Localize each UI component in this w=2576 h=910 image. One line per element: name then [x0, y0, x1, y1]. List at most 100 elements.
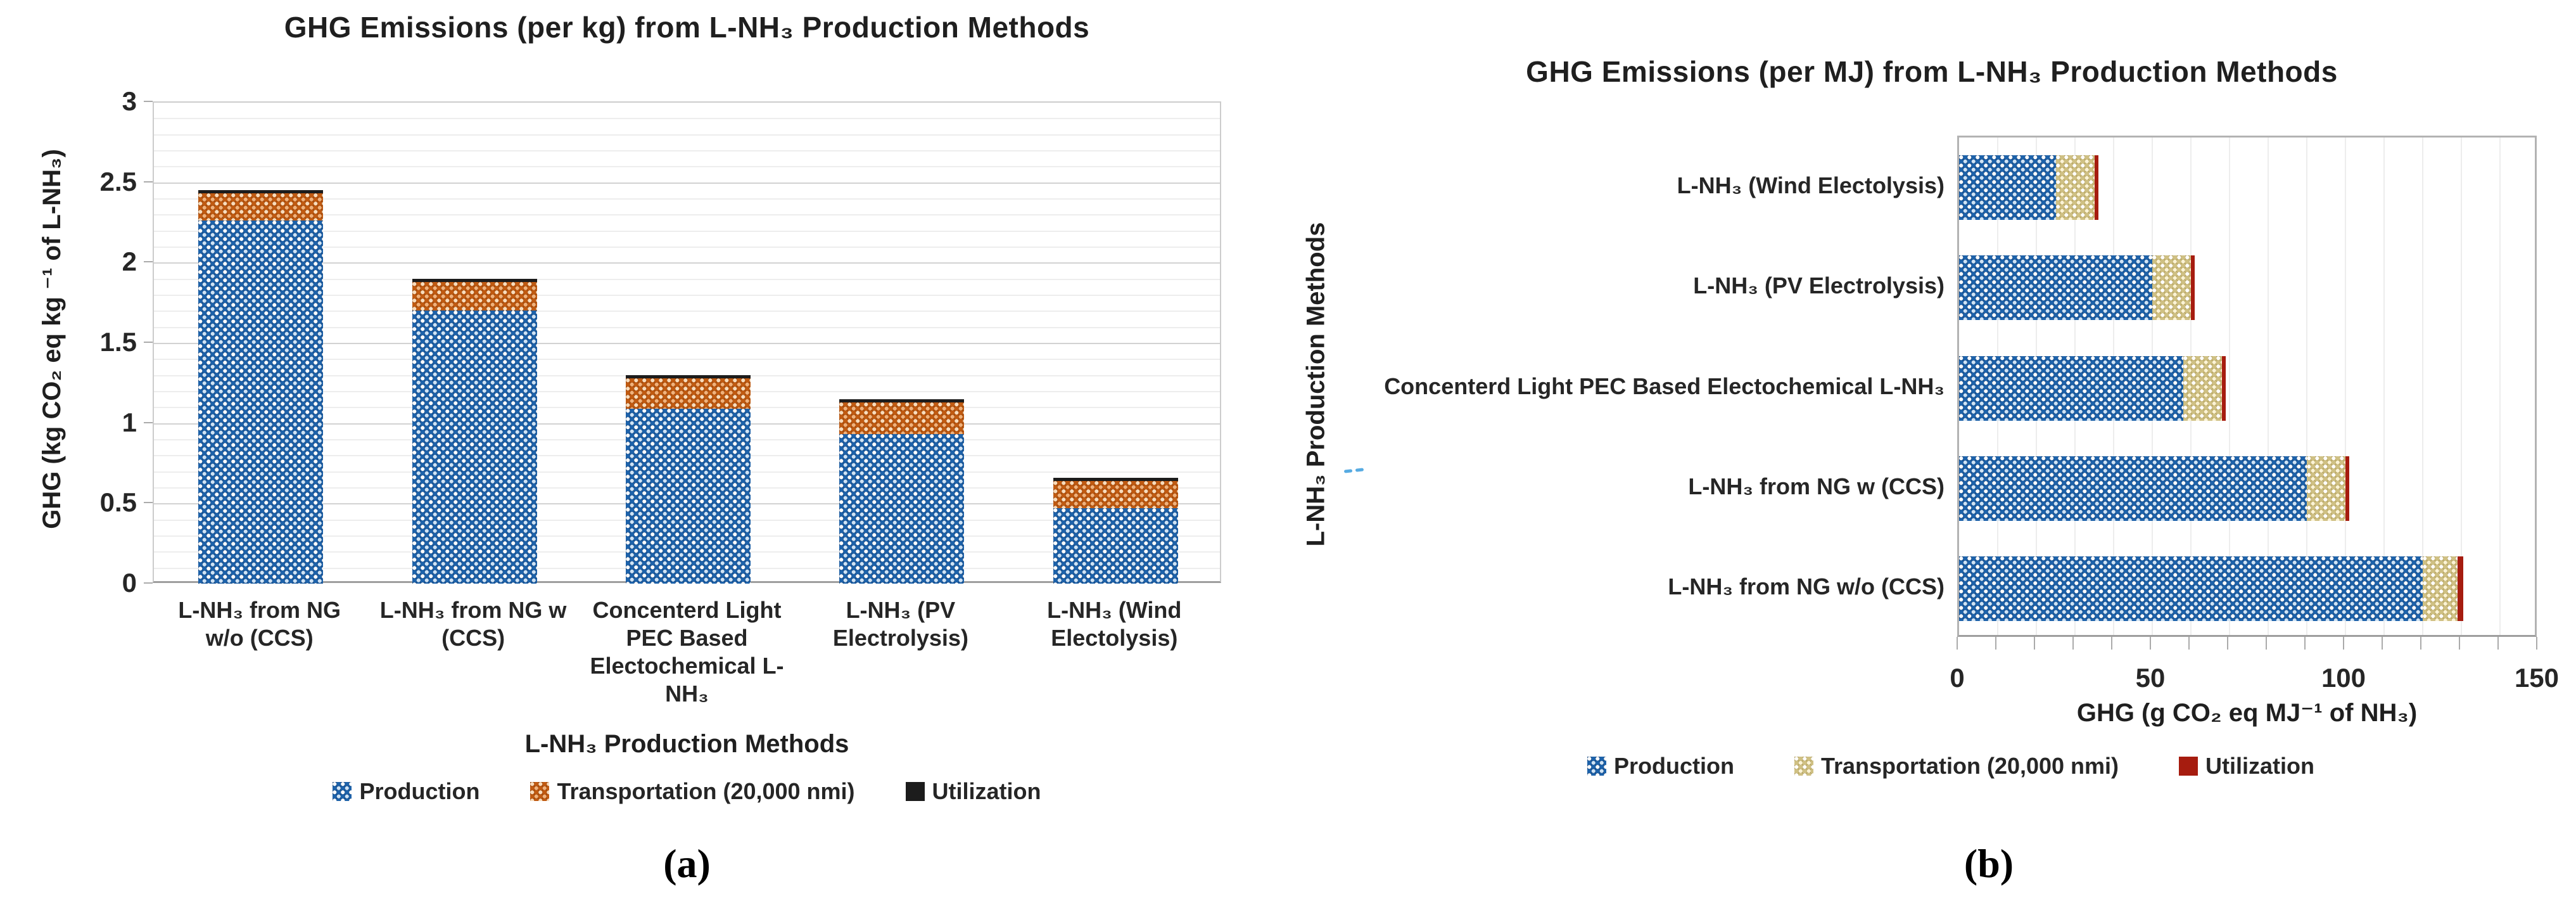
y-tick-label: 1.5 — [99, 327, 137, 357]
category-label: L-NH₃ (PV Electrolysis) — [1693, 272, 1945, 299]
chart-a-legend: Production Transportation (20,000 nmi) Uti… — [153, 778, 1221, 805]
gridline-minor — [154, 295, 1220, 296]
x-tick-label: 100 — [2321, 663, 2366, 693]
bar-segment-transportation — [2183, 356, 2222, 421]
legend-item: Transportation (20,000 nmi) — [530, 778, 855, 805]
bar-segment-production — [1959, 356, 2183, 421]
x-axis-tick — [2227, 637, 2228, 650]
category-label: L-NH₃ from NG w (CCS) — [379, 597, 567, 651]
category-label: L-NH₃ (Wind Electolysis) — [1047, 597, 1182, 651]
bar-segment-production — [412, 311, 537, 584]
x-axis-tick — [2343, 637, 2344, 650]
chart-a-x-axis-title: L-NH₃ Production Methods — [524, 730, 849, 758]
x-axis-tick — [2459, 637, 2460, 650]
bar-segment-production — [198, 221, 324, 584]
gridline-minor — [2268, 138, 2269, 635]
category-label: Concenterd Light PEC Based Electochemica… — [590, 597, 784, 707]
y-tick-label: 1 — [122, 407, 137, 437]
bar-segment-utilization — [412, 278, 537, 282]
chart-a-title: GHG Emissions (per kg) from L-NH₃ Produc… — [284, 11, 1090, 44]
panel-label-b: (b) — [1964, 841, 2014, 886]
gridline-minor — [154, 278, 1220, 280]
legend-swatch-production — [333, 782, 352, 801]
y-tick-label: 3 — [122, 86, 137, 116]
bar-segment-transportation — [1053, 480, 1178, 508]
legend-label: Transportation (20,000 nmi) — [557, 778, 855, 804]
legend-item: Utilization — [2179, 753, 2314, 779]
x-axis-tick — [2536, 637, 2537, 650]
y-tick-label: 2.5 — [99, 166, 137, 196]
bar-segment-production — [1959, 556, 2423, 621]
legend-swatch-production — [1587, 757, 1606, 776]
gridline-minor — [154, 166, 1220, 168]
bar-segment-production — [1959, 155, 2056, 221]
bar-segment-utilization — [2457, 556, 2464, 621]
gridline-minor — [2229, 138, 2230, 635]
y-axis-tick — [144, 342, 153, 343]
gridline-major — [154, 182, 1220, 184]
y-axis-tick — [144, 502, 153, 504]
y-axis-tick — [144, 421, 153, 423]
legend-label: Utilization — [2205, 753, 2315, 779]
gridline-minor — [2306, 138, 2307, 635]
y-axis-tick — [144, 261, 153, 263]
bar-segment-transportation — [2307, 456, 2345, 521]
bar-segment-transportation — [2055, 155, 2095, 221]
bar-segment-production — [839, 434, 965, 584]
legend-label: Utilization — [932, 778, 1041, 804]
gridline-minor — [2461, 138, 2462, 635]
bar-segment-utilization — [626, 375, 751, 378]
y-axis-tick — [144, 181, 153, 183]
gridline-minor — [154, 311, 1220, 312]
bar-segment-utilization — [1053, 477, 1178, 481]
gridline-minor — [154, 134, 1220, 136]
x-axis-tick — [1957, 637, 1958, 650]
legend-item: Production — [333, 778, 479, 805]
legend-item: Transportation (20,000 nmi) — [1794, 753, 2119, 779]
bar-segment-transportation — [198, 193, 324, 221]
x-axis-tick — [2034, 637, 2035, 650]
gridline-minor — [154, 326, 1220, 328]
gridline-minor — [2383, 138, 2385, 635]
chart-b-plot-area — [1957, 136, 2537, 637]
bar-segment-utilization — [839, 399, 965, 402]
x-tick-label: 50 — [2135, 663, 2166, 693]
bar-segment-utilization — [2345, 456, 2350, 521]
gridline-minor — [154, 118, 1220, 120]
bar-segment-production — [1959, 255, 2152, 321]
gridline-minor — [2345, 138, 2346, 635]
gridline-minor — [2422, 138, 2423, 635]
panel-label-a: (a) — [663, 841, 711, 886]
bar-segment-production — [1053, 508, 1178, 584]
chart-a-plot-area — [153, 101, 1221, 584]
x-axis-tick — [2111, 637, 2112, 650]
x-axis-tick — [2150, 637, 2151, 650]
x-axis-tick — [1995, 637, 1996, 650]
y-tick-label: 0.5 — [99, 487, 137, 518]
x-axis-tick — [2188, 637, 2190, 650]
bar-segment-utilization — [2191, 255, 2195, 321]
x-axis-tick — [2304, 637, 2306, 650]
bar-segment-production — [626, 408, 751, 584]
y-tick-label: 0 — [122, 568, 137, 598]
y-tick-label: 2 — [122, 247, 137, 277]
bar-segment-transportation — [626, 378, 751, 409]
x-axis-tick — [2382, 637, 2383, 650]
chart-b-title: GHG Emissions (per MJ) from L-NH₃ Produc… — [1526, 55, 2338, 88]
legend-item: Utilization — [905, 778, 1041, 805]
gridline-minor — [154, 198, 1220, 200]
legend-swatch-utilization — [905, 782, 925, 801]
gridline-minor — [154, 230, 1220, 232]
gridline-major — [154, 262, 1220, 264]
legend-label: Transportation (20,000 nmi) — [1820, 753, 2119, 779]
gridline-major — [154, 343, 1220, 344]
legend-swatch-transportation — [1794, 757, 1813, 776]
category-label: L-NH₃ (Wind Electolysis) — [1677, 172, 1945, 199]
category-label: L-NH₃ from NG w (CCS) — [1688, 473, 1945, 499]
gridline-minor — [2499, 138, 2501, 635]
gridline-minor — [154, 359, 1220, 361]
x-tick-label: 0 — [1950, 663, 1965, 693]
x-tick-label: 150 — [2514, 663, 2560, 693]
category-label: L-NH₃ from NG w/o (CCS) — [1668, 573, 1945, 599]
